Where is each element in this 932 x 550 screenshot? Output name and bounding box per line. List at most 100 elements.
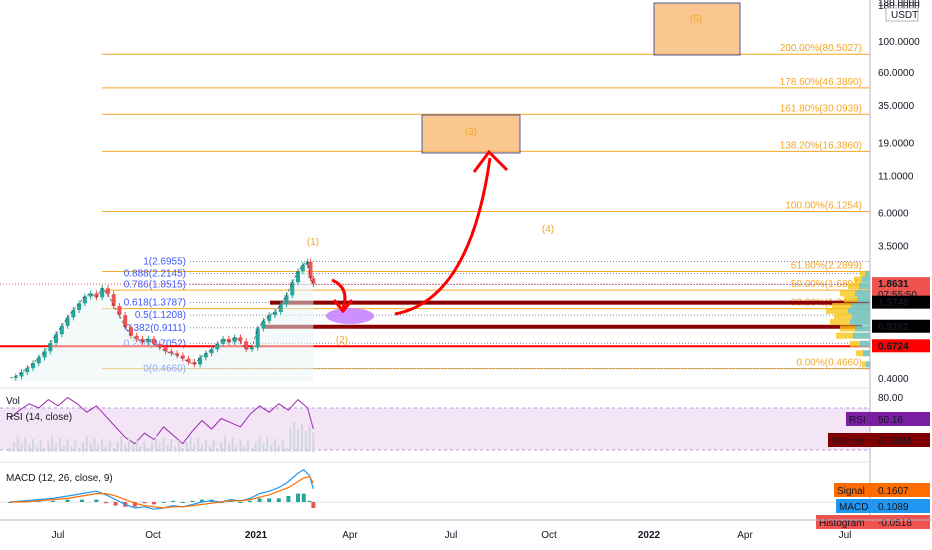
time-tick-label: Oct — [541, 530, 557, 541]
volume-profile-bar — [855, 290, 870, 297]
indicator-badge-label-bg — [828, 433, 872, 447]
price-tick-label: 35.0000 — [878, 101, 915, 112]
macd-histogram-bar — [307, 500, 312, 502]
candle-body — [19, 372, 24, 377]
price-badge-value: 1.8631 — [878, 279, 909, 290]
indicator-badge-value-bg — [872, 483, 930, 497]
macd-histogram-bar — [286, 496, 291, 502]
macd-histogram-bar — [267, 498, 272, 502]
volume-bar — [135, 439, 138, 452]
macd-histogram-bar — [276, 498, 281, 502]
volume-profile-bar — [848, 307, 870, 314]
price-series — [9, 258, 870, 382]
macd-histogram-bar — [152, 502, 156, 505]
macd-histogram-bar — [301, 493, 306, 502]
macd-histogram-bar — [171, 500, 176, 502]
wave-label: (2) — [336, 335, 348, 346]
volume-bar — [74, 440, 77, 452]
volume-bar — [285, 448, 288, 452]
wave-label: (5) — [690, 14, 702, 25]
fib-ret-label: 0.618(1.3787) — [124, 297, 186, 308]
signal-line — [10, 476, 314, 509]
target-box — [653, 2, 741, 56]
time-tick-label: 2021 — [245, 530, 268, 541]
macd-histogram-bar — [248, 500, 252, 502]
volume-bar — [312, 432, 315, 452]
candle-body — [244, 341, 249, 350]
rsi-tick-label: 80.00 — [878, 393, 903, 404]
indicator-badge-label: RSI — [849, 415, 866, 426]
volume-bar — [212, 440, 215, 452]
indicator-badge-value: 6.101M — [878, 436, 911, 447]
price-badge — [872, 339, 930, 353]
rsi-title: RSI (14, close) — [6, 412, 72, 423]
candle-body — [284, 295, 289, 305]
volume-bar — [24, 437, 27, 452]
fib-ret-label: 0.5(1.1208) — [135, 310, 186, 321]
time-axis[interactable]: Jul Oct 2021 Apr Jul Oct 2022 Apr Jul — [0, 519, 932, 541]
volume-bar — [177, 440, 180, 452]
volume-bar — [131, 445, 134, 452]
volume-bar — [300, 423, 303, 452]
currency-badge[interactable] — [885, 7, 919, 22]
volume-bar — [120, 436, 123, 452]
candle-body — [198, 357, 203, 365]
wave-label: (4) — [542, 224, 554, 235]
indicator-badge-label: MACD — [839, 502, 868, 513]
candle-body — [186, 358, 191, 362]
volume-bar — [197, 437, 200, 452]
macd-histogram-bar — [65, 499, 70, 502]
volume-bar — [216, 448, 219, 452]
macd-histogram-bar — [113, 502, 118, 506]
price-tick-label: 180.0000 — [878, 0, 920, 9]
candle-body — [82, 296, 87, 304]
volume-bar — [239, 439, 242, 452]
price-badge-value: 1.3746 — [878, 298, 909, 309]
support-band — [262, 324, 862, 329]
indicator-badge-label-bg — [846, 412, 872, 426]
volume-bar — [201, 445, 203, 452]
candle-body — [36, 357, 41, 364]
volume-bar — [250, 448, 253, 452]
time-tick-label: Apr — [342, 530, 358, 541]
volume-bar — [231, 437, 234, 452]
candle-body — [267, 315, 272, 321]
volume-bar — [266, 437, 269, 452]
candle-body — [255, 328, 260, 348]
macd-histogram-bar — [238, 502, 243, 503]
candle-body — [152, 338, 156, 344]
indicator-badge-value: 50.16 — [878, 415, 903, 426]
candle-body — [308, 261, 313, 279]
rsi-band — [0, 408, 870, 450]
macd-histogram-bar — [311, 502, 316, 508]
volume-bar — [89, 443, 92, 452]
volume-profile-bar — [862, 276, 870, 283]
candle-body — [209, 349, 214, 354]
candle-body — [192, 361, 197, 365]
fib-ext-label: 178.60%(46.3890) — [780, 77, 862, 88]
volume-bar — [139, 446, 142, 452]
fib-ext-label: 161.80%(30.0939) — [780, 103, 862, 114]
candle-body — [140, 338, 145, 343]
volume-bar — [12, 442, 15, 452]
fib-ret-label: 0.786(1.8515) — [124, 279, 186, 290]
volume-bar — [147, 448, 150, 452]
indicator-panes: Vol RSI (14, close) MACD (12, 26, close, 9… — [0, 387, 870, 510]
volume-bar — [16, 436, 19, 452]
candle-body — [169, 351, 174, 354]
candle-body — [42, 351, 47, 358]
candle-body — [100, 288, 105, 298]
indicator-badge-label: Volume — [831, 436, 865, 447]
indicator-badge-value-bg — [872, 412, 930, 426]
macd-histogram-bar — [51, 500, 56, 502]
price-badge-value: 0.6724 — [878, 341, 909, 352]
volume-bar — [43, 448, 46, 452]
price-axis[interactable]: 180.0000 100.0000 60.0000 35.0000 19.0000 11.… — [816, 0, 932, 529]
volume-profile-bar — [859, 283, 870, 290]
candle-body — [272, 311, 277, 316]
volume-profile-bar — [852, 313, 870, 320]
candle-body — [146, 338, 151, 343]
candle-body — [25, 368, 30, 373]
volume-bar — [289, 428, 292, 452]
indicator-badge-value: 0.1089 — [878, 502, 909, 513]
